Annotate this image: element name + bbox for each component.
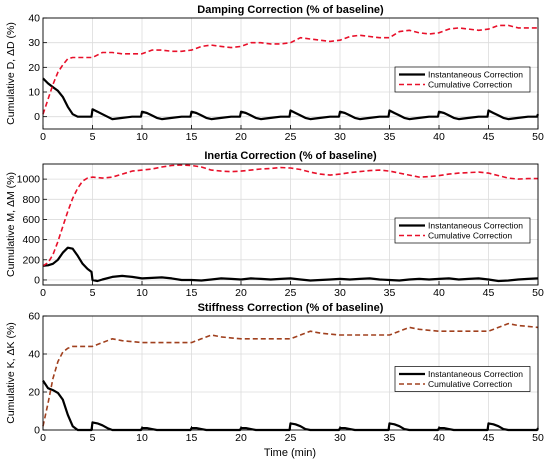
chart-panel-3: 0 5 10 15 20 25 30 35 40 45 50 0 20 40 60 Stiffness Cor… <box>5 302 544 444</box>
chart-panel-2: 0 5 10 15 20 25 30 35 40 45 50 0 200 400 600 800 1000 Ine… <box>5 150 544 299</box>
y-tick-label: 40 <box>28 13 40 25</box>
x-tick-label: 20 <box>235 131 247 143</box>
x-tick-label: 5 <box>90 432 96 444</box>
y-tick-label: 0 <box>34 425 40 437</box>
y-tick-label: 1000 <box>17 174 41 186</box>
x-tick-label: 20 <box>235 432 247 444</box>
series-line-cumulative <box>42 24 538 115</box>
legend-entry: Cumulative Correction <box>428 231 512 241</box>
x-tick-label: 50 <box>532 432 544 444</box>
x-tick-label: 50 <box>532 287 544 299</box>
y-axis-label: Cumulative M, ΔM (%) <box>5 172 17 277</box>
y-tick-label: 40 <box>28 349 40 361</box>
x-tick-label: 5 <box>90 131 96 143</box>
y-axis-label: Cumulative K, ΔK (%) <box>5 322 17 424</box>
x-tick-label: 0 <box>40 131 46 143</box>
x-tick-label: 40 <box>433 131 445 143</box>
y-tick-label: 10 <box>28 87 40 99</box>
y-tick-label: 800 <box>22 194 40 206</box>
x-tick-label: 10 <box>136 287 148 299</box>
x-tick-label: 50 <box>532 131 544 143</box>
x-tick-label: 25 <box>285 432 297 444</box>
y-tick-label: 20 <box>28 387 40 399</box>
y-tick-label: 400 <box>22 234 40 246</box>
x-tick-label: 45 <box>483 287 495 299</box>
x-tick-label: 25 <box>285 287 297 299</box>
y-tick-label: 600 <box>22 214 40 226</box>
x-tick-label: 30 <box>334 432 346 444</box>
x-tick-label: 5 <box>90 287 96 299</box>
y-axis-label: Cumulative D, ΔD (%) <box>5 22 17 125</box>
y-tick-label: 60 <box>28 311 40 323</box>
x-tick-label: 20 <box>235 287 247 299</box>
legend-entry: Instantaneous Correction <box>428 70 523 80</box>
series-line-instantaneous <box>42 246 539 283</box>
x-tick-label: 30 <box>334 287 346 299</box>
x-tick-label: 25 <box>285 131 297 143</box>
legend-entry: Instantaneous Correction <box>428 221 523 231</box>
x-tick-label: 45 <box>483 432 495 444</box>
x-tick-label: 10 <box>136 131 148 143</box>
y-tick-label: 20 <box>28 62 40 74</box>
x-tick-label: 15 <box>186 432 198 444</box>
legend-entry: Instantaneous Correction <box>428 369 523 379</box>
x-tick-label: 45 <box>483 131 495 143</box>
x-tick-label: 30 <box>334 131 346 143</box>
y-tick-label: 30 <box>28 37 40 49</box>
chart-title: Damping Correction (% of baseline) <box>197 4 384 16</box>
x-tick-label: 10 <box>136 432 148 444</box>
x-axis-label: Time (min) <box>264 447 316 459</box>
x-tick-label: 40 <box>433 432 445 444</box>
chart-title: Inertia Correction (% of baseline) <box>204 150 377 162</box>
series-line-cumulative <box>42 322 539 427</box>
x-tick-label: 15 <box>186 131 198 143</box>
x-tick-label: 35 <box>384 432 396 444</box>
chart-panel-1: 0 5 10 15 20 25 30 35 40 45 50 0 10 20 30 40 Damping Cor… <box>5 4 544 143</box>
legend-box <box>394 217 531 244</box>
x-tick-label: 35 <box>384 287 396 299</box>
x-tick-label: 40 <box>433 287 445 299</box>
y-tick-label: 0 <box>34 111 40 123</box>
x-tick-label: 0 <box>40 432 46 444</box>
x-tick-label: 0 <box>40 287 46 299</box>
x-tick-label: 15 <box>186 287 198 299</box>
series-line-cumulative <box>42 164 538 267</box>
legend-box <box>394 366 531 392</box>
chart-title: Stiffness Correction (% of baseline) <box>198 302 384 314</box>
y-tick-label: 0 <box>34 274 40 286</box>
series-line-instantaneous <box>42 77 540 121</box>
x-tick-label: 35 <box>384 131 396 143</box>
legend-box <box>394 66 531 93</box>
y-tick-label: 200 <box>22 254 40 266</box>
legend-entry: Cumulative Correction <box>428 80 512 90</box>
legend-entry: Cumulative Correction <box>428 379 512 389</box>
